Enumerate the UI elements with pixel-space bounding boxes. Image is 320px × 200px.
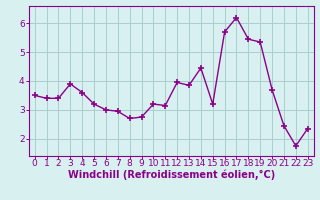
X-axis label: Windchill (Refroidissement éolien,°C): Windchill (Refroidissement éolien,°C) bbox=[68, 169, 275, 180]
